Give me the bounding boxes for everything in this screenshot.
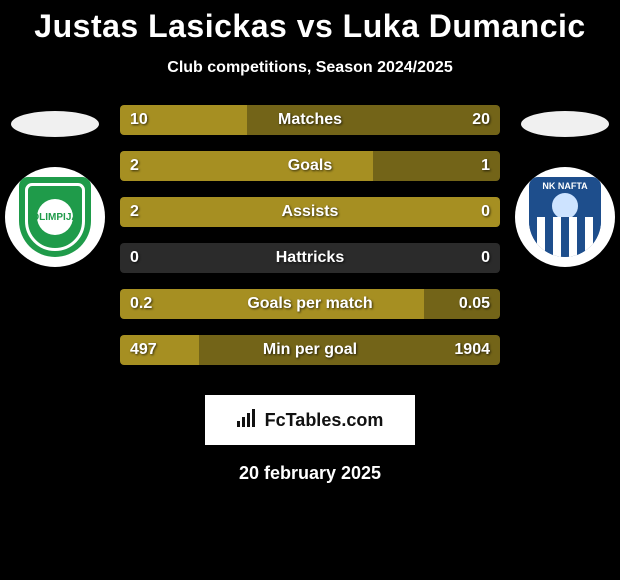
shield-icon: NK NAFTA (529, 177, 601, 257)
stat-label: Matches (120, 105, 500, 135)
chart-icon (237, 409, 259, 432)
stat-value-right: 0 (481, 243, 490, 273)
stat-label: Hattricks (120, 243, 500, 273)
player-right-column: NK NAFTA (510, 105, 620, 267)
stat-value-right: 20 (472, 105, 490, 135)
stat-value-right: 1904 (454, 335, 490, 365)
site-name: FcTables.com (265, 410, 384, 431)
club-logo-right: NK NAFTA (515, 167, 615, 267)
club-logo-right-text: NK NAFTA (529, 181, 601, 191)
stat-bars: Matches1020Goals21Assists20Hattricks00Go… (120, 105, 500, 381)
club-logo-left-text: OLIMPIJA (37, 199, 73, 235)
stat-value-left: 497 (130, 335, 157, 365)
stat-row: Goals2 1 (120, 151, 500, 181)
club-logo-left: OLIMPIJA (5, 167, 105, 267)
stat-value-right: 0.05 (459, 289, 490, 319)
stat-row: Goals per match0.2 0.05 (120, 289, 500, 319)
comparison-card: Justas Lasickas vs Luka Dumancic Club co… (0, 0, 620, 580)
stat-label: Assists (120, 197, 500, 227)
flag-right (521, 111, 609, 137)
stripes-icon (529, 217, 601, 257)
page-title: Justas Lasickas vs Luka Dumancic (0, 0, 620, 45)
stat-row: Matches10 20 (120, 105, 500, 135)
stat-value-left: 2 (130, 151, 139, 181)
stat-value-left: 0.2 (130, 289, 152, 319)
player-left-column: OLIMPIJA (0, 105, 110, 267)
content-area: OLIMPIJA NK NAFTA Matches1020Goals21Assi… (0, 105, 620, 385)
stat-row: Hattricks0 0 (120, 243, 500, 273)
stat-value-left: 2 (130, 197, 139, 227)
subtitle: Club competitions, Season 2024/2025 (0, 59, 620, 77)
stat-row: Assists2 0 (120, 197, 500, 227)
stat-value-left: 10 (130, 105, 148, 135)
stat-label: Goals per match (120, 289, 500, 319)
stat-value-left: 0 (130, 243, 139, 273)
site-badge: FcTables.com (205, 395, 415, 445)
stat-label: Goals (120, 151, 500, 181)
stat-value-right: 1 (481, 151, 490, 181)
stat-row: Min per goal497 1904 (120, 335, 500, 365)
flag-left (11, 111, 99, 137)
stat-value-right: 0 (481, 197, 490, 227)
date-text: 20 february 2025 (0, 463, 620, 484)
shield-icon: OLIMPIJA (19, 177, 91, 257)
stat-label: Min per goal (120, 335, 500, 365)
